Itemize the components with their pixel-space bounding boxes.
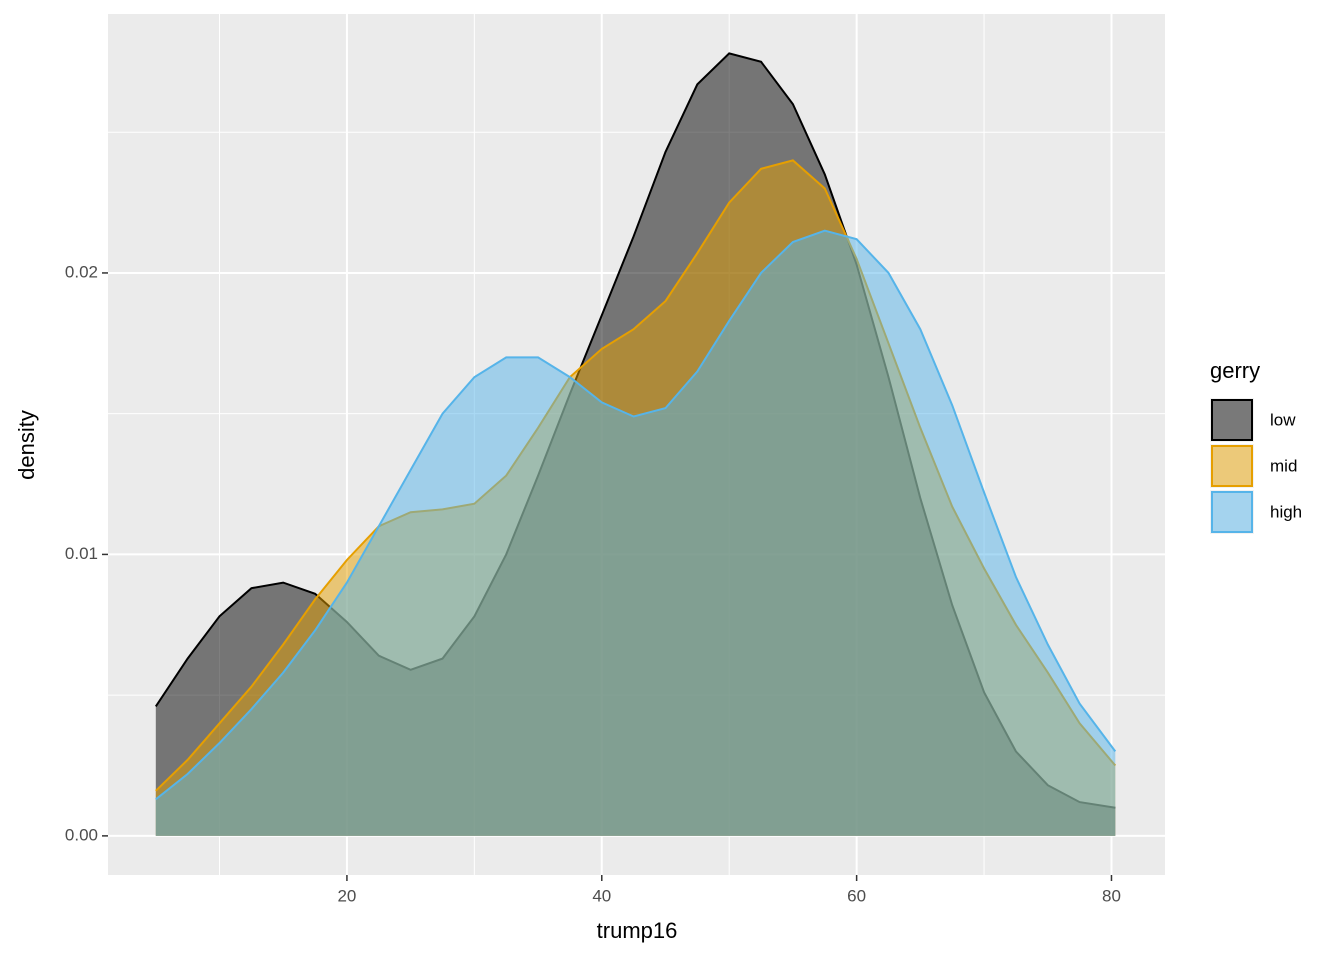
legend-label: mid (1270, 456, 1297, 475)
y-tick-label: 0.01 (65, 544, 98, 563)
x-tick-label: 60 (847, 886, 866, 905)
x-tick-label: 40 (592, 886, 611, 905)
y-tick-label: 0.00 (65, 825, 98, 844)
legend-title: gerry (1210, 358, 1260, 383)
legend-label: high (1270, 502, 1302, 521)
y-tick-label: 0.02 (65, 262, 98, 281)
legend-label: low (1270, 410, 1296, 429)
legend-key (1211, 491, 1253, 533)
x-tick-label: 20 (337, 886, 356, 905)
density-line (155, 229, 1117, 801)
legend-key (1211, 445, 1253, 487)
x-axis-title: trump16 (597, 918, 678, 943)
legend-key (1211, 399, 1253, 441)
x-tick-label: 80 (1102, 886, 1121, 905)
density-area (155, 230, 1116, 836)
y-axis-title: density (14, 410, 39, 480)
